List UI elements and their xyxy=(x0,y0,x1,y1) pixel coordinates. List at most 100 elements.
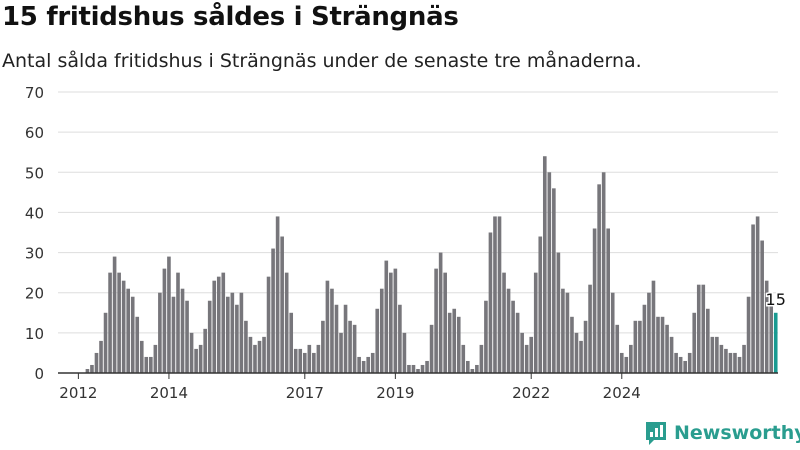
bar xyxy=(764,280,769,373)
bar xyxy=(121,280,126,373)
bar xyxy=(497,216,502,373)
bar xyxy=(561,288,565,373)
bar xyxy=(321,320,325,373)
bar xyxy=(746,296,751,373)
x-tick-label: 2024 xyxy=(603,384,641,402)
bar xyxy=(298,348,303,373)
bar xyxy=(660,316,665,373)
bar xyxy=(180,288,185,373)
bar xyxy=(411,364,416,373)
bar xyxy=(502,272,506,373)
bar xyxy=(302,352,307,373)
x-tick-label: 2017 xyxy=(286,384,324,402)
bar xyxy=(271,248,275,373)
x-tick-label: 2022 xyxy=(512,384,550,402)
bar xyxy=(144,356,149,373)
bar xyxy=(443,272,447,373)
bar xyxy=(139,340,144,373)
bar xyxy=(429,324,434,373)
bar xyxy=(715,336,719,373)
bar xyxy=(149,356,153,373)
bar xyxy=(158,292,162,373)
bar xyxy=(398,304,402,373)
bar xyxy=(556,252,561,373)
bar xyxy=(99,340,103,373)
bar xyxy=(742,344,746,373)
bar xyxy=(511,300,515,373)
bar xyxy=(94,352,99,373)
bar xyxy=(239,292,244,373)
bar xyxy=(207,300,212,373)
bar xyxy=(312,352,316,373)
bar xyxy=(601,172,606,373)
bar xyxy=(425,360,429,373)
bar xyxy=(665,324,669,373)
bar xyxy=(316,344,321,373)
bar xyxy=(669,336,674,373)
newsworthy-logo-icon xyxy=(646,422,666,445)
highlight-value-label: 15 xyxy=(766,290,786,309)
bar xyxy=(198,344,203,373)
bar xyxy=(407,364,411,373)
bar xyxy=(85,368,90,373)
bar xyxy=(171,296,176,373)
y-tick-label: 70 xyxy=(25,84,44,102)
bar xyxy=(461,344,466,373)
bar-chart: 0 10 20 30 40 50 60 70 2012 2014 2017 2019 2022 2024 1… xyxy=(25,84,788,402)
chart-subtitle: Antal sålda fritidshus i Strängnäs under… xyxy=(2,50,642,72)
bar xyxy=(656,316,660,373)
bar xyxy=(130,296,135,373)
bar xyxy=(384,260,389,373)
y-tick-label: 40 xyxy=(25,204,44,222)
bar xyxy=(547,172,552,373)
y-tick-label: 60 xyxy=(25,124,44,142)
bar xyxy=(678,356,683,373)
bar xyxy=(619,352,624,373)
bar xyxy=(452,308,457,373)
bar xyxy=(117,272,121,373)
bar xyxy=(262,336,266,373)
bar xyxy=(719,344,724,373)
bar xyxy=(484,300,488,373)
bar xyxy=(253,344,257,373)
bar xyxy=(203,328,207,373)
bar xyxy=(633,320,638,373)
bar xyxy=(280,236,284,373)
bar xyxy=(230,292,235,373)
bar xyxy=(293,348,298,373)
bar xyxy=(624,356,629,373)
y-tick-label: 30 xyxy=(25,245,44,263)
bar xyxy=(289,312,294,373)
highlight-bar xyxy=(773,312,778,373)
brand-name: Newsworthy xyxy=(674,422,800,444)
bar xyxy=(755,216,760,373)
bar xyxy=(339,332,343,373)
bar xyxy=(520,332,524,373)
bar xyxy=(126,288,130,373)
bar xyxy=(393,268,398,373)
bar xyxy=(112,256,117,373)
bar xyxy=(488,232,493,373)
bar xyxy=(737,356,742,373)
bar xyxy=(696,284,701,373)
bar xyxy=(479,344,484,373)
bar xyxy=(538,236,543,373)
bar xyxy=(701,284,706,373)
bar xyxy=(687,352,692,373)
bar xyxy=(402,332,407,373)
x-tick-label: 2019 xyxy=(376,384,414,402)
bar xyxy=(266,276,271,373)
bar xyxy=(760,240,764,373)
bar xyxy=(389,272,393,373)
bar xyxy=(574,332,579,373)
bar xyxy=(524,344,529,373)
bar xyxy=(325,280,330,373)
bar xyxy=(447,312,452,373)
bar xyxy=(226,296,230,373)
bar xyxy=(674,352,678,373)
bar xyxy=(135,316,140,373)
bar xyxy=(592,228,597,373)
bar xyxy=(724,348,728,373)
y-tick-label: 20 xyxy=(25,285,44,303)
bar xyxy=(579,340,583,373)
